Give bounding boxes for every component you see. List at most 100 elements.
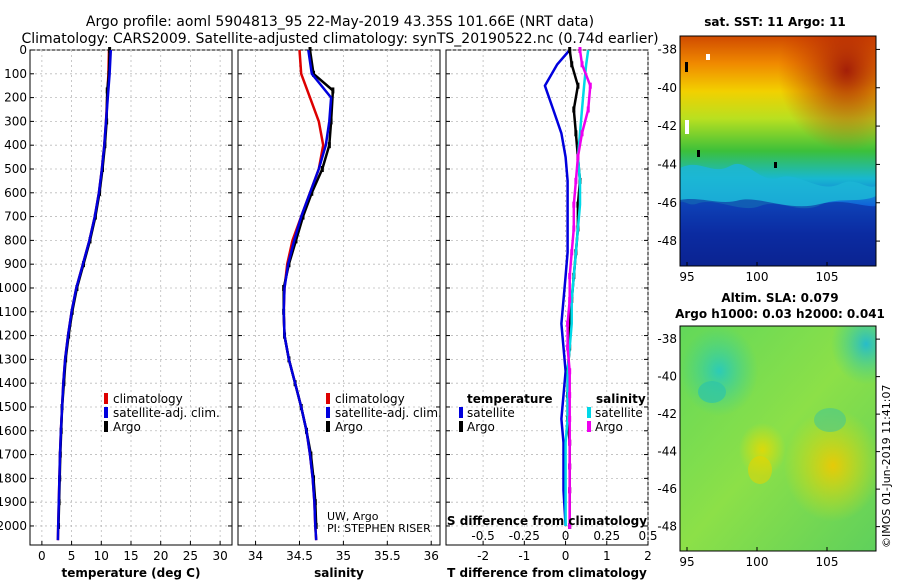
argo-point (568, 487, 572, 494)
argo-point (320, 165, 324, 172)
map-ytick-label: -44 (657, 157, 677, 171)
argo-point (327, 142, 331, 149)
xtick-label: 2 (644, 549, 652, 563)
argo-point (568, 47, 572, 53)
argo-point (570, 61, 574, 68)
legend-argo-label: Argo (113, 420, 141, 434)
xtick-label: 15 (123, 549, 138, 563)
argo-point (586, 106, 590, 113)
sla-eddy (748, 456, 772, 484)
difference-panel: -2 -1 0 1 2 -0.5 -0.25 0 0.25 0.5 S difference f… (445, 47, 658, 580)
ytick-label: 500 (4, 162, 27, 176)
argo-point (568, 463, 572, 470)
xtick-label: 35.5 (374, 549, 401, 563)
legend-t-sat-swatch (459, 407, 463, 418)
map-ytick-label: -48 (657, 520, 677, 534)
ytick-label: 600 (4, 186, 27, 200)
series-line-s-satellite (564, 49, 590, 526)
argo-point (568, 439, 572, 446)
series-line-t-satellite (543, 49, 571, 527)
map-xtick-label: 95 (679, 555, 694, 569)
xtick-label: 34 (248, 549, 263, 563)
ytick-label: 0 (19, 43, 27, 57)
ytick-label: 100 (4, 67, 27, 81)
legend-argo-swatch (326, 421, 330, 432)
argo-point (572, 225, 576, 232)
difference-legend: temperature satellite Argo salinity sate… (459, 392, 646, 434)
series-line-satellite-adj-clim- (56, 49, 113, 541)
ytick-label: 700 (4, 210, 27, 224)
map-ytick-label: -44 (657, 445, 677, 459)
sla-map-frame (679, 325, 877, 552)
argo-point (574, 130, 578, 137)
argo-point (566, 320, 570, 327)
map-ytick-label: -46 (657, 196, 677, 210)
argo-point (568, 273, 572, 280)
argo-point (294, 237, 298, 244)
sst-argo-marker (774, 162, 777, 168)
argo-point (572, 201, 576, 208)
map-ytick-label: -38 (657, 332, 677, 346)
legend-clim-swatch (326, 393, 330, 404)
s-tick-label: 0 (562, 529, 570, 543)
argo-point (568, 415, 572, 422)
sst-map-frame (679, 35, 877, 267)
argo-point (568, 320, 572, 327)
ytick-label: 1100 (0, 305, 27, 319)
sst-map-panel: sat. SST: 11 Argo: 11 95 100 105 -38 -40 -42… (657, 15, 880, 284)
legend-temperature-header: temperature (467, 392, 552, 406)
argo-point (568, 296, 572, 303)
xtick-label: -1 (518, 549, 530, 563)
ytick-label: 1800 (0, 471, 27, 485)
sla-map-panel: Altim. SLA: 0.079 Argo h1000: 0.03 h2000… (657, 291, 885, 569)
map-ytick-label: -42 (657, 119, 677, 133)
xtick-label: 36 (424, 549, 439, 563)
argo-point (576, 154, 580, 161)
ytick-label: 900 (4, 257, 27, 271)
ytick-label: 1900 (0, 495, 27, 509)
xtick-label: 10 (94, 549, 109, 563)
xtick-label: 5 (68, 549, 76, 563)
sla-map-title: Altim. SLA: 0.079 (721, 291, 838, 305)
argo-point (580, 61, 584, 68)
temperature-xlabel: temperature (deg C) (62, 566, 201, 580)
legend-clim-swatch (104, 393, 108, 404)
legend-sat-label: satellite-adj. clim. (113, 406, 220, 420)
argo-point (566, 344, 570, 351)
argo-point (576, 201, 580, 208)
legend-t-argo-label: Argo (467, 420, 495, 434)
ytick-label: 200 (4, 91, 27, 105)
pi-annotation-1: UW, Argo (327, 510, 379, 523)
ytick-label: 1400 (0, 376, 27, 390)
sst-argo-marker (685, 62, 688, 72)
sla-map-subtitle: Argo h1000: 0.03 h2000: 0.041 (675, 307, 885, 321)
argo-point (580, 130, 584, 137)
argo-point (568, 392, 572, 399)
argo-point (578, 47, 582, 53)
argo-point (572, 106, 576, 113)
argo-point (301, 213, 305, 220)
legend-sat-label: satellite-adj. clim. (335, 406, 442, 420)
temperature-panel: 0 5 10 15 20 25 30 0 100 200 300 400 500 600 700 800 90… (0, 43, 233, 580)
temperature-legend: climatology satellite-adj. clim. Argo (104, 392, 220, 434)
argo-point (588, 82, 592, 89)
s-difference-label: S difference from climatology (447, 514, 647, 528)
legend-s-sat-label: satellite (595, 406, 643, 420)
argo-point (568, 368, 572, 375)
ytick-label: 1300 (0, 352, 27, 366)
ytick-label: 1700 (0, 448, 27, 462)
argo-point (576, 82, 580, 89)
map-xtick-label: 100 (746, 555, 769, 569)
series-line-climatology (282, 49, 325, 541)
legend-clim-label: climatology (335, 392, 405, 406)
xtick-label: 0 (562, 549, 570, 563)
map-ytick-label: -42 (657, 407, 677, 421)
sst-cold-water (680, 199, 876, 266)
xtick-label: 0 (38, 549, 46, 563)
argo-point (331, 87, 335, 94)
legend-t-argo-swatch (459, 421, 463, 432)
legend-argo-swatch (104, 421, 108, 432)
sla-eddy (698, 381, 726, 403)
ytick-label: 1200 (0, 329, 27, 343)
xtick-label: 1 (603, 549, 611, 563)
